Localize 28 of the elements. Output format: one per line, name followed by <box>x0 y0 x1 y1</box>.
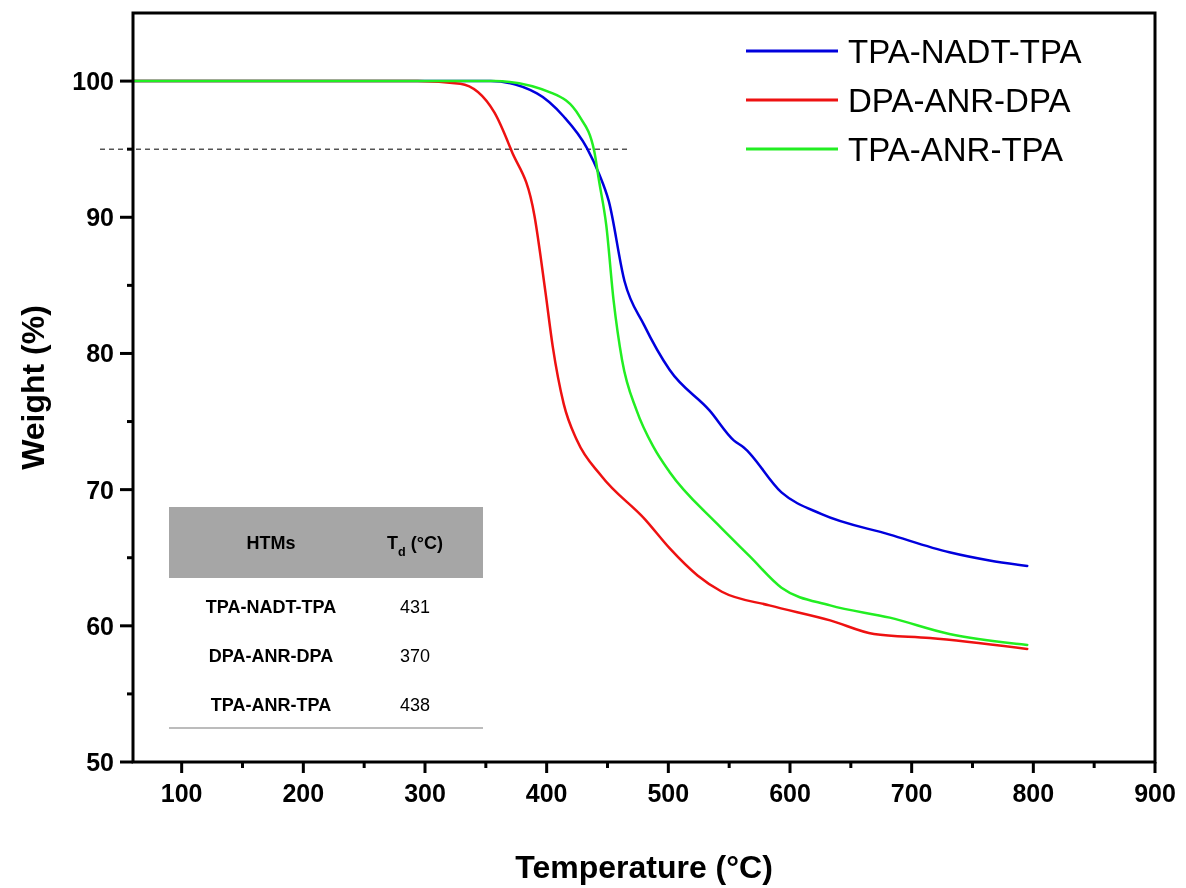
y-tick-label: 100 <box>72 67 114 96</box>
x-tick-label: 100 <box>160 779 203 807</box>
annotation: 370 <box>399 646 431 666</box>
annotation: 431 <box>399 597 431 617</box>
annotation: T$_{d}$ (°C) <box>387 533 443 559</box>
annotation: HTMs <box>246 533 296 553</box>
annotation: DPA-ANR-DPA <box>208 646 334 666</box>
legend-label: TPA-ANR-TPA <box>848 131 1064 168</box>
y-tick-label: 50 <box>86 748 114 776</box>
y-tick-label: 80 <box>86 339 114 368</box>
legend-label: DPA-ANR-DPA <box>848 82 1071 119</box>
annotation: TPA-ANR-TPA <box>210 695 332 715</box>
y-tick-label: 60 <box>86 611 114 640</box>
y-tick-label: 90 <box>86 203 114 232</box>
x-tick-label: 500 <box>647 779 690 807</box>
annotation: 438 <box>399 695 431 715</box>
y-tick-label: 70 <box>86 475 114 504</box>
x-axis-title: Temperature (°C) <box>515 849 773 885</box>
annotation: TPA-NADT-TPA <box>205 597 337 617</box>
x-tick-label: 200 <box>282 779 325 807</box>
x-tick-label: 300 <box>404 779 446 807</box>
x-tick-label: 900 <box>1134 779 1176 807</box>
x-tick-label: 400 <box>525 779 568 807</box>
x-tick-label: 800 <box>1012 779 1055 807</box>
x-tick-label: 700 <box>890 779 933 807</box>
legend-label: TPA-NADT-TPA <box>848 33 1082 70</box>
x-tick-label: 600 <box>769 779 811 807</box>
y-axis-title: Weight (%) <box>15 305 51 470</box>
